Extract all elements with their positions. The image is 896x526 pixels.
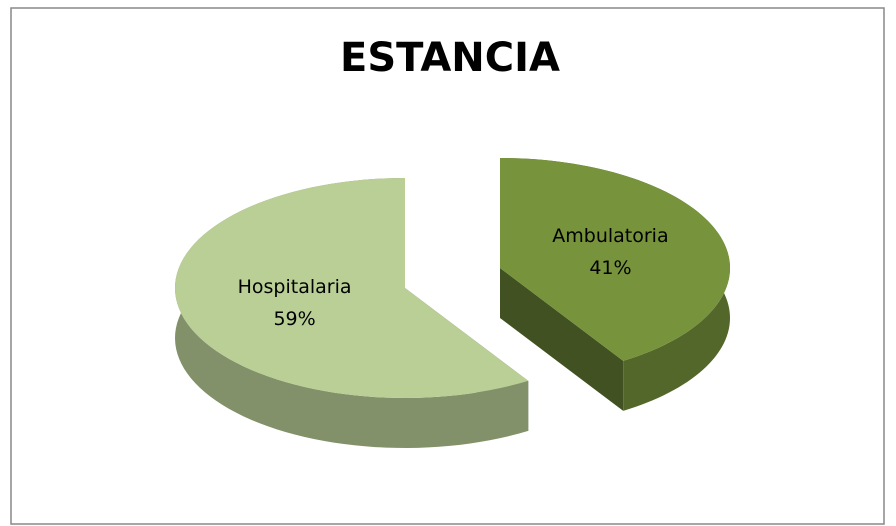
chart-border xyxy=(10,7,885,525)
value-label: 59% xyxy=(273,308,315,330)
slice-cut-face xyxy=(500,268,624,411)
chart-title: ESTANCIA xyxy=(340,35,560,81)
slice xyxy=(175,178,529,398)
value-label: 41% xyxy=(589,257,631,279)
slice xyxy=(500,158,730,361)
category-label: Ambulatoria xyxy=(552,225,668,247)
category-label: Hospitalaria xyxy=(238,276,352,298)
